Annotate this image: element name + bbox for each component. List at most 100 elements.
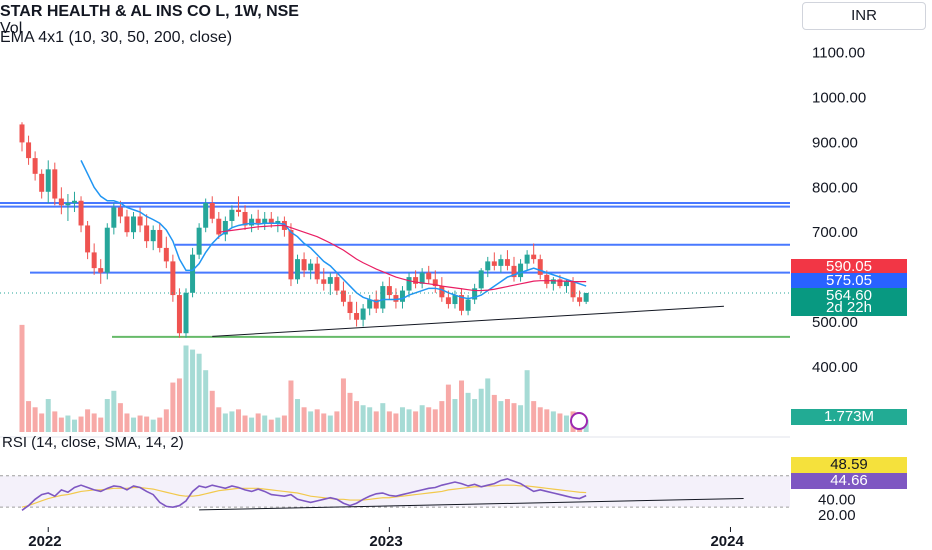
candle-body <box>393 295 399 302</box>
candle <box>275 216 281 233</box>
candle-body <box>163 247 169 262</box>
candle <box>393 288 399 309</box>
volume-bar <box>465 392 471 432</box>
candle-body <box>563 281 569 287</box>
volume-bar <box>367 407 373 432</box>
volume-bar <box>281 415 287 432</box>
volume-bar <box>485 378 491 432</box>
candle <box>399 286 405 309</box>
candle <box>550 277 556 291</box>
ema-fast-line <box>80 160 587 303</box>
volume-bar <box>170 382 176 432</box>
candle <box>26 135 32 165</box>
candle <box>360 304 366 327</box>
candle-body <box>117 207 123 217</box>
candle-body <box>406 277 412 291</box>
candle <box>262 211 268 230</box>
candle-body <box>124 216 130 233</box>
candle-body <box>439 286 445 298</box>
candle-body <box>399 290 405 302</box>
candle <box>334 272 340 296</box>
candle <box>52 162 58 206</box>
candle <box>472 283 478 305</box>
volume-bar <box>242 415 248 432</box>
time-axis-label: 2024 <box>710 533 744 550</box>
candle-body <box>314 263 320 280</box>
volume-bar <box>268 419 274 432</box>
volume-bar <box>452 399 458 432</box>
volume-bar <box>32 407 38 432</box>
candle-body <box>347 301 353 314</box>
volume-bar <box>354 401 360 432</box>
candle <box>347 295 353 320</box>
time-axis-label: 2022 <box>28 533 61 550</box>
ema-slow-line <box>218 224 587 292</box>
candle <box>478 268 484 293</box>
candle <box>209 196 215 224</box>
candle-body <box>334 277 340 291</box>
price-axis-tick-label: 1000.00 <box>812 90 866 107</box>
volume-legend: Vol <box>0 20 23 37</box>
candle-body <box>518 263 524 278</box>
candle-body <box>216 218 222 235</box>
ema-fast-price-label: 575.05 <box>791 273 907 289</box>
volume-bar <box>504 399 510 432</box>
volume-bar <box>498 401 504 432</box>
currency-button[interactable]: INR <box>802 2 926 30</box>
rsi-band <box>0 475 790 508</box>
candle-body <box>380 286 386 309</box>
volume-bar <box>321 413 327 432</box>
candle <box>518 259 524 282</box>
candle-body <box>465 299 471 311</box>
candle-body <box>531 254 537 260</box>
volume-bar <box>222 413 228 432</box>
volume-bar <box>432 409 438 432</box>
candle-body <box>413 277 419 284</box>
price-axis-tick-label: 1100.00 <box>812 45 865 62</box>
price-axis-tick-label: 400.00 <box>812 359 858 376</box>
candle <box>406 272 412 298</box>
candle-body <box>71 200 77 204</box>
volume-bar <box>327 415 333 432</box>
candle <box>314 256 320 284</box>
candle-body <box>45 169 51 192</box>
candle-body <box>32 158 38 174</box>
candle-body <box>360 308 366 320</box>
candle-body <box>367 299 373 309</box>
candle <box>268 211 274 228</box>
time-axis-label: 2023 <box>369 533 402 550</box>
candle <box>413 270 419 289</box>
candle <box>111 203 117 235</box>
candle-body <box>426 272 432 280</box>
candle-body <box>255 218 261 224</box>
candle-body <box>262 218 268 224</box>
candle <box>235 196 241 217</box>
candle-body <box>550 279 556 284</box>
price-axis-tick-label: 500.00 <box>812 314 858 331</box>
volume-bar <box>52 411 58 432</box>
candle-body <box>176 295 182 334</box>
candle <box>39 169 45 199</box>
candle-body <box>19 124 25 143</box>
volume-bar <box>472 399 478 432</box>
rsi-axis-tick-label: 40.00 <box>818 491 856 508</box>
volume-bar <box>295 399 301 432</box>
volume-bar <box>413 411 419 432</box>
candle <box>91 243 97 275</box>
volume-bar <box>71 419 77 432</box>
candle <box>577 290 583 307</box>
candle <box>58 187 64 215</box>
candle-body <box>340 290 346 302</box>
volume-bar <box>203 370 209 432</box>
event-icon <box>570 412 588 430</box>
candle-body <box>249 218 255 226</box>
candle-body <box>137 216 143 226</box>
volume-bar <box>39 413 45 432</box>
volume-bar <box>262 415 268 432</box>
candle <box>144 214 150 248</box>
candle-body <box>511 265 517 278</box>
volume-bar <box>144 416 150 432</box>
volume-bar <box>65 415 71 432</box>
candle <box>485 256 491 278</box>
